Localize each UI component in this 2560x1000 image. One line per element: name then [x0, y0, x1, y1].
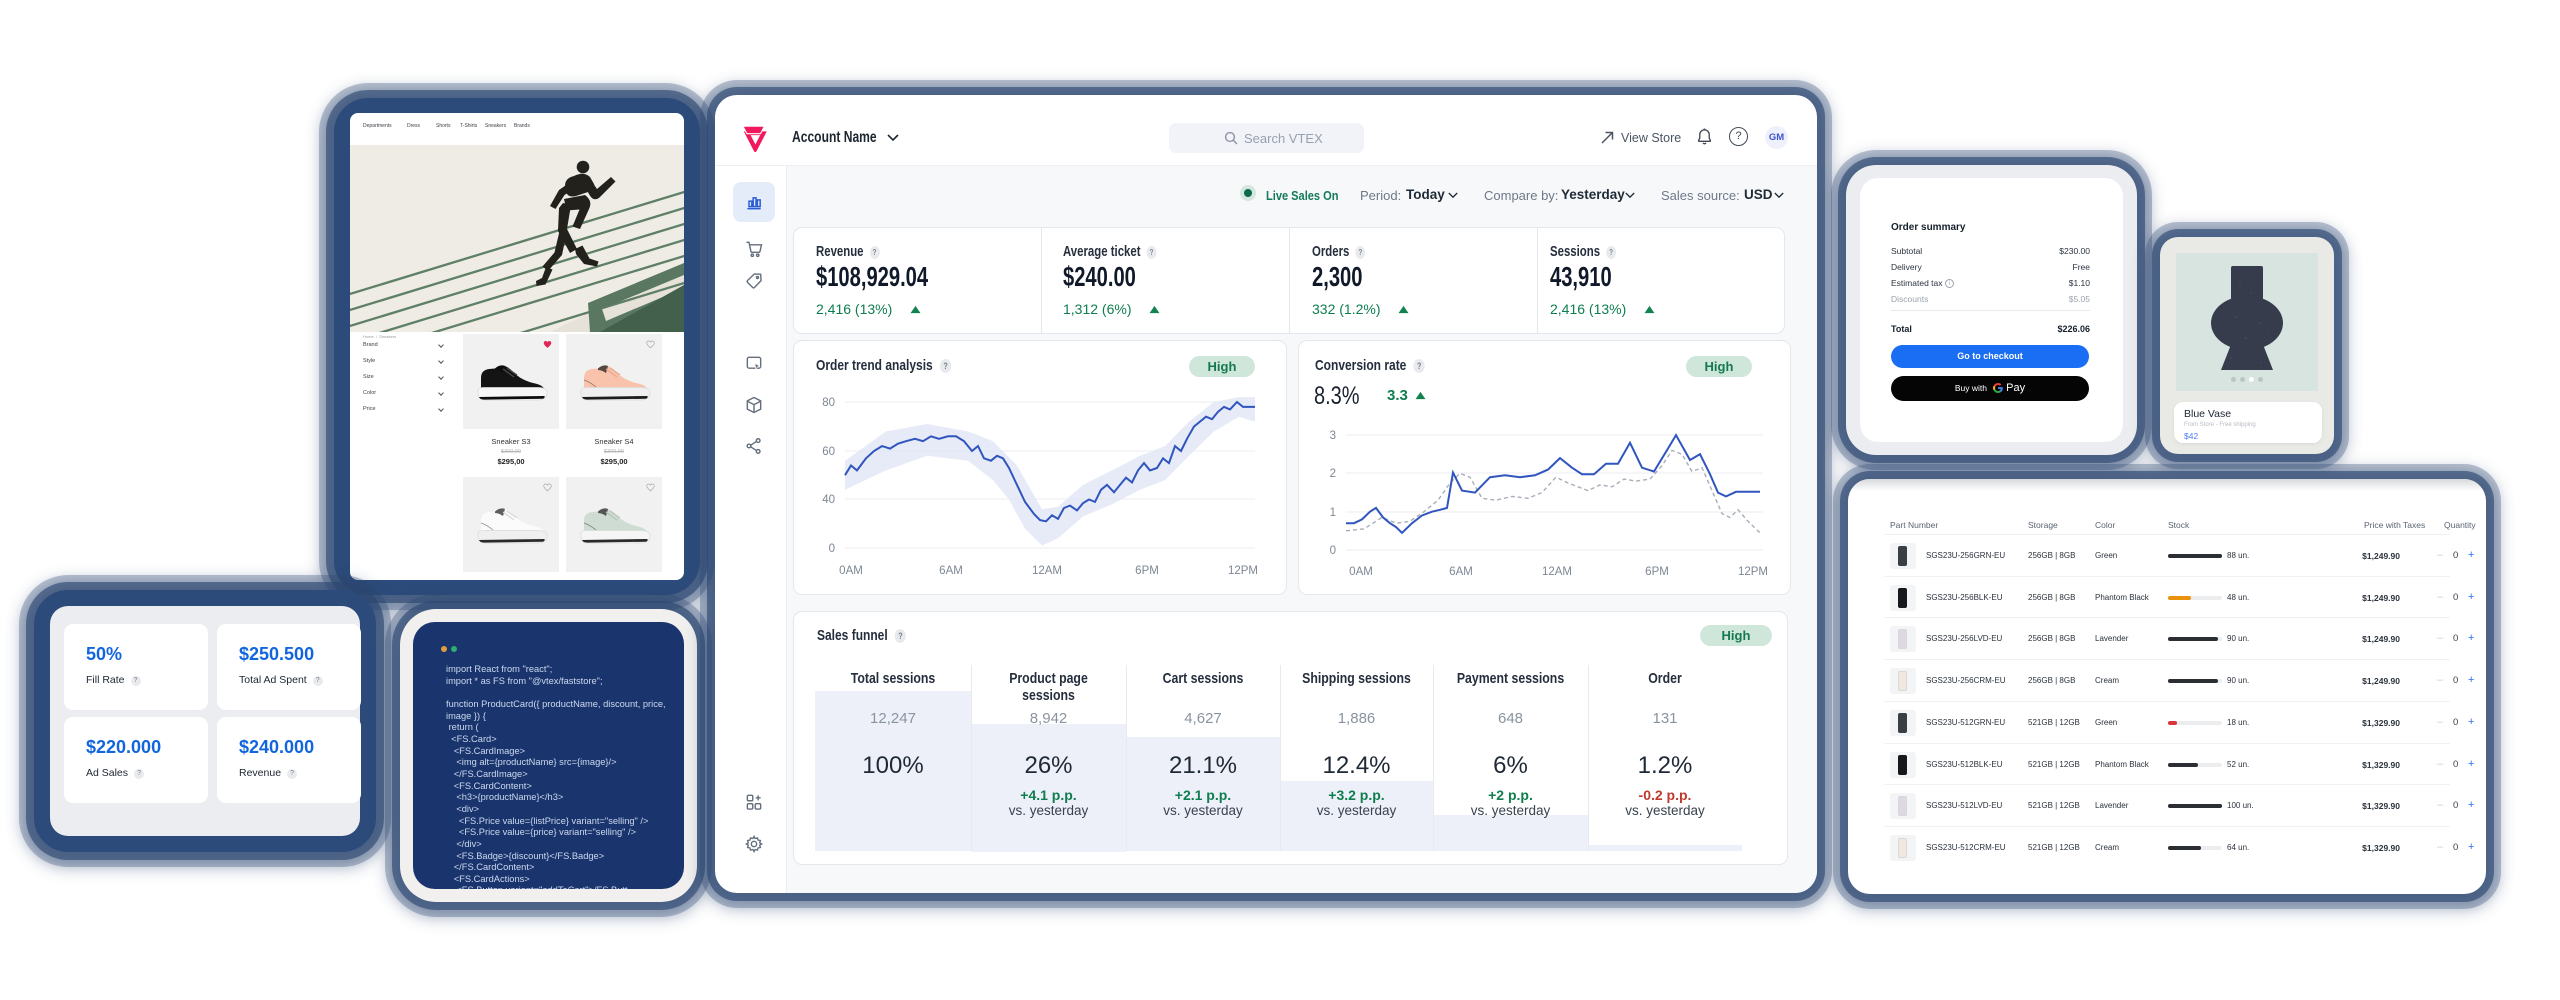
svg-text:12AM: 12AM [1032, 565, 1062, 577]
svg-text:0: 0 [829, 543, 835, 555]
svg-text:60: 60 [822, 446, 835, 458]
svg-text:12PM: 12PM [1228, 565, 1258, 577]
svg-text:12PM: 12PM [1738, 566, 1768, 578]
svg-text:2: 2 [1330, 468, 1336, 480]
svg-text:0: 0 [1330, 545, 1336, 557]
svg-text:3: 3 [1330, 430, 1336, 442]
svg-text:80: 80 [822, 397, 835, 409]
svg-text:6AM: 6AM [939, 565, 963, 577]
svg-text:6PM: 6PM [1135, 565, 1159, 577]
svg-text:1: 1 [1330, 507, 1336, 519]
svg-text:0AM: 0AM [1349, 566, 1373, 578]
svg-text:0AM: 0AM [839, 565, 863, 577]
svg-text:6PM: 6PM [1645, 566, 1669, 578]
svg-text:12AM: 12AM [1542, 566, 1572, 578]
svg-text:6AM: 6AM [1449, 566, 1473, 578]
svg-text:40: 40 [822, 494, 835, 506]
